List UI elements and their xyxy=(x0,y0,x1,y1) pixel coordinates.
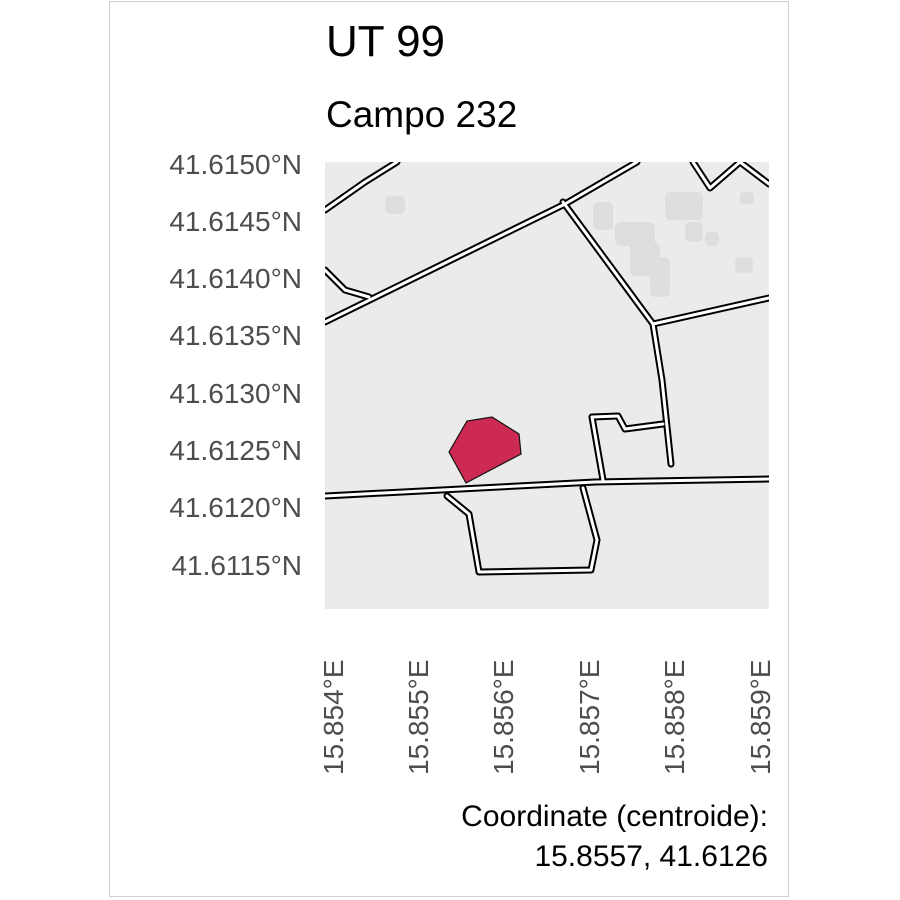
building xyxy=(593,202,613,230)
roads xyxy=(325,162,769,576)
lon-tick-label: 15.855°E xyxy=(403,659,434,775)
building xyxy=(740,192,754,204)
centroid-caption-value: 15.8557, 41.6126 xyxy=(534,840,768,873)
building xyxy=(615,222,655,246)
building xyxy=(685,222,703,242)
building xyxy=(665,192,703,220)
lat-tick-label: 41.6130°N xyxy=(169,378,302,409)
lat-tick-label: 41.6135°N xyxy=(169,320,302,351)
lat-tick-label: 41.6140°N xyxy=(169,263,302,294)
lat-tick-label: 41.6150°N xyxy=(169,149,302,180)
lon-tick-label: 15.859°E xyxy=(745,659,776,775)
building xyxy=(705,232,719,246)
lat-tick-label: 41.6125°N xyxy=(169,435,302,466)
building xyxy=(650,257,670,297)
building xyxy=(385,196,405,214)
buildings xyxy=(385,192,754,297)
lon-tick-label: 15.854°E xyxy=(318,659,349,775)
road-fill xyxy=(325,162,769,574)
lat-tick-label: 41.6120°N xyxy=(169,492,302,523)
lon-tick-label: 15.858°E xyxy=(659,659,690,775)
lat-tick-label: 41.6145°N xyxy=(169,206,302,237)
lon-tick-label: 15.857°E xyxy=(574,659,605,775)
lon-tick-label: 15.856°E xyxy=(488,659,519,775)
lat-tick-label: 41.6115°N xyxy=(171,550,302,581)
map-canvas[interactable] xyxy=(325,162,769,609)
field-parcel-polygon[interactable] xyxy=(448,416,522,484)
centroid-caption-label: Coordinate (centroide): xyxy=(461,800,768,833)
building xyxy=(735,257,753,273)
map-subtitle: Campo 232 xyxy=(326,94,518,135)
map-title: UT 99 xyxy=(326,17,446,66)
